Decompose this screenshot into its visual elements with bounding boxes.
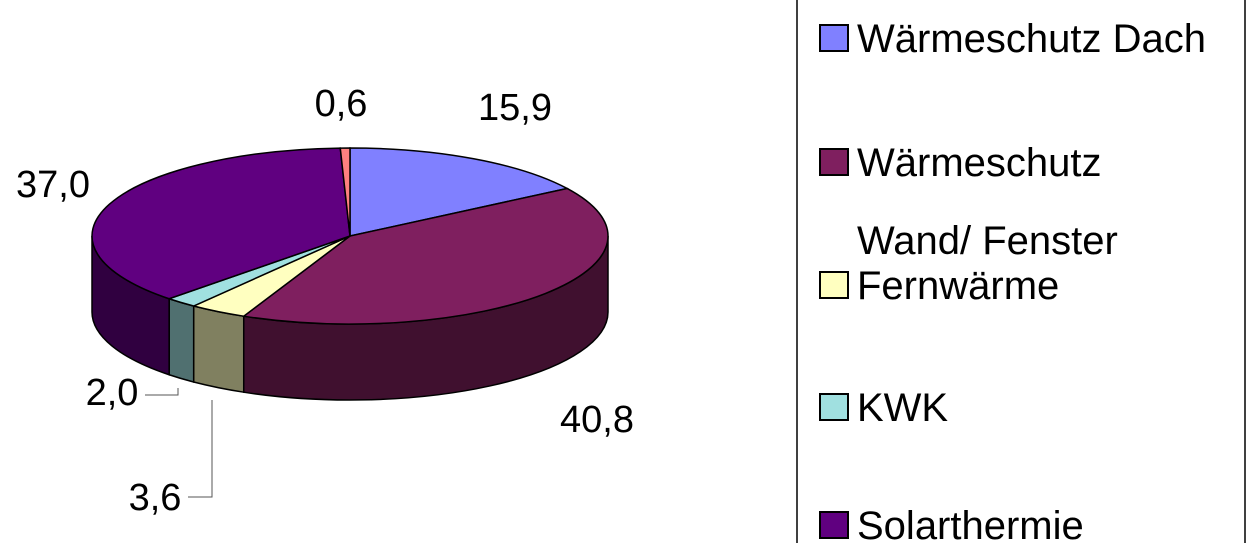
- data-label-4: 37,0: [16, 164, 90, 206]
- pie-slice-0: [349, 147, 570, 237]
- leader-line-2: [188, 400, 213, 498]
- legend-swatch-4: [819, 511, 849, 539]
- pie-slice-4: [91, 147, 351, 300]
- legend: Wärmeschutz Dach Wärmeschutz Wand/ Fenster…: [796, 0, 1246, 543]
- legend-swatch-2: [819, 271, 849, 299]
- pie-side-3: [168, 297, 195, 383]
- pie-slice-5: [339, 147, 351, 237]
- legend-label-2: Fernwärme: [857, 264, 1059, 308]
- data-label-5: 0,6: [315, 83, 368, 125]
- legend-swatch-0: [819, 24, 849, 52]
- data-labels: 15,9 40,8 3,6 2,0 37,0 0,6: [16, 83, 634, 519]
- data-label-2: 3,6: [129, 477, 182, 519]
- data-label-3: 2,0: [86, 372, 139, 414]
- legend-label-1-line2: Wand/ Fenster: [857, 219, 1118, 263]
- pie-slice-1: [241, 187, 609, 325]
- leader-lines: [145, 388, 213, 498]
- legend-label-4: Solarthermie: [857, 504, 1084, 543]
- data-label-1: 40,8: [560, 399, 634, 441]
- legend-label-0: Wärmeschutz Dach: [857, 17, 1206, 61]
- pie-tops: [91, 147, 609, 325]
- pie-side-2: [192, 305, 245, 394]
- data-label-0: 15,9: [478, 87, 552, 129]
- legend-swatch-3: [819, 393, 849, 421]
- legend-swatch-1: [819, 148, 849, 176]
- legend-label-1: Wärmeschutz: [857, 141, 1102, 185]
- leader-line-3: [145, 388, 179, 396]
- pie-sides: [91, 235, 609, 401]
- legend-label-3: KWK: [857, 386, 948, 430]
